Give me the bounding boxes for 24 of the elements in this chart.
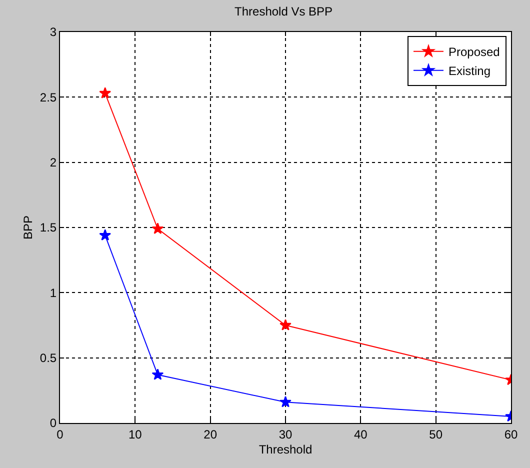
y-tick-label: 2.5 (40, 90, 57, 104)
y-tick-label: 2 (50, 156, 57, 170)
point (152, 368, 164, 380)
x-tick-label: 10 (128, 427, 142, 442)
x-tick-label: 40 (354, 427, 368, 442)
y-tick-label: 1.5 (40, 220, 57, 235)
x-tick-label: 50 (429, 427, 443, 442)
y-tick-label: 0 (50, 416, 57, 430)
point (99, 87, 112, 98)
x-axis-title: Threshold (258, 442, 312, 456)
point (99, 229, 112, 240)
legend-label: Existing (448, 64, 491, 78)
y-tick-label: 0.5 (40, 351, 57, 366)
legend-label: Proposed (448, 45, 500, 60)
y-tick-label: 1 (50, 286, 57, 300)
y-tick-label: 3 (50, 25, 57, 40)
x-tick-label: 20 (204, 427, 218, 442)
point (152, 222, 164, 234)
point (280, 319, 292, 330)
y-axis-title: BPP (21, 215, 36, 240)
point (280, 396, 292, 408)
x-tick-label: 30 (278, 427, 292, 442)
chart-title: Threshold Vs BPP (234, 4, 333, 18)
x-tick-label: 60 (504, 427, 518, 442)
